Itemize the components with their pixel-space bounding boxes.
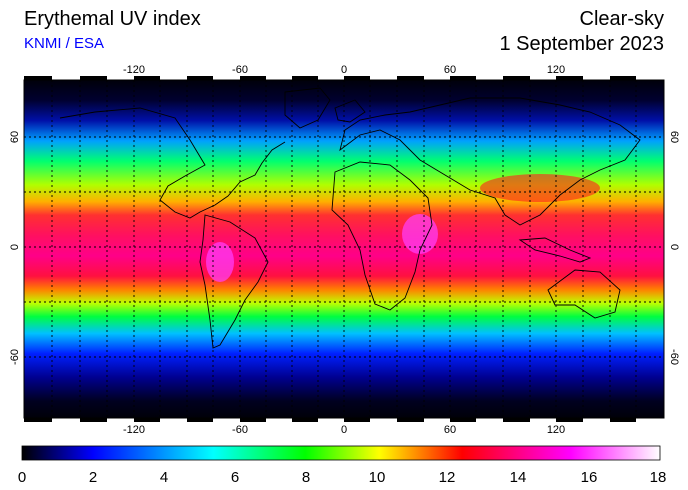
colorbar-tick-label: 8 [302,469,310,486]
andes-highlight [206,242,234,282]
lat-label-left: -60 [9,349,21,365]
colorbar-tick-label: 14 [510,469,527,486]
colorbar-tick-label: 4 [160,469,168,486]
lat-label-left: 0 [9,244,21,250]
date-label: 1 September 2023 [499,33,664,55]
colorbar-tick-label: 16 [581,469,598,486]
lat-label-right: -60 [668,349,680,365]
tibet-highlight [480,174,600,202]
colorbar-tick-label: 12 [439,469,456,486]
lat-label-right: 60 [668,131,680,143]
lon-label-top: 0 [341,64,347,76]
colorbar-tick-label: 6 [231,469,239,486]
lon-label-top: -60 [232,64,248,76]
frame-ticks-top [24,76,636,80]
coastlines [59,87,641,349]
lon-label-bottom: -60 [232,424,248,436]
lon-label-bottom: 0 [341,424,347,436]
colorbar-tick-label: 10 [369,469,386,486]
lon-label-top: -120 [123,64,145,76]
east-africa-highlight [402,214,438,254]
product-label: Clear-sky [579,8,664,30]
graticule [24,80,664,418]
lon-label-bottom: 120 [547,424,565,436]
source-label: KNMI / ESA [24,35,105,52]
lon-label-top: 120 [547,64,565,76]
colorbar-tick-label: 0 [18,469,26,486]
lon-label-bottom: -120 [123,424,145,436]
lon-label-bottom: 60 [444,424,456,436]
lat-label-right: 0 [668,244,680,250]
lon-label-top: 60 [444,64,456,76]
lat-label-left: 60 [9,131,21,143]
colorbar-tick-label: 2 [89,469,97,486]
colorbar-tick-label: 18 [650,469,667,486]
frame-ticks-bottom [24,418,636,422]
map-title: Erythemal UV index [24,8,201,30]
colorbar [21,445,661,461]
